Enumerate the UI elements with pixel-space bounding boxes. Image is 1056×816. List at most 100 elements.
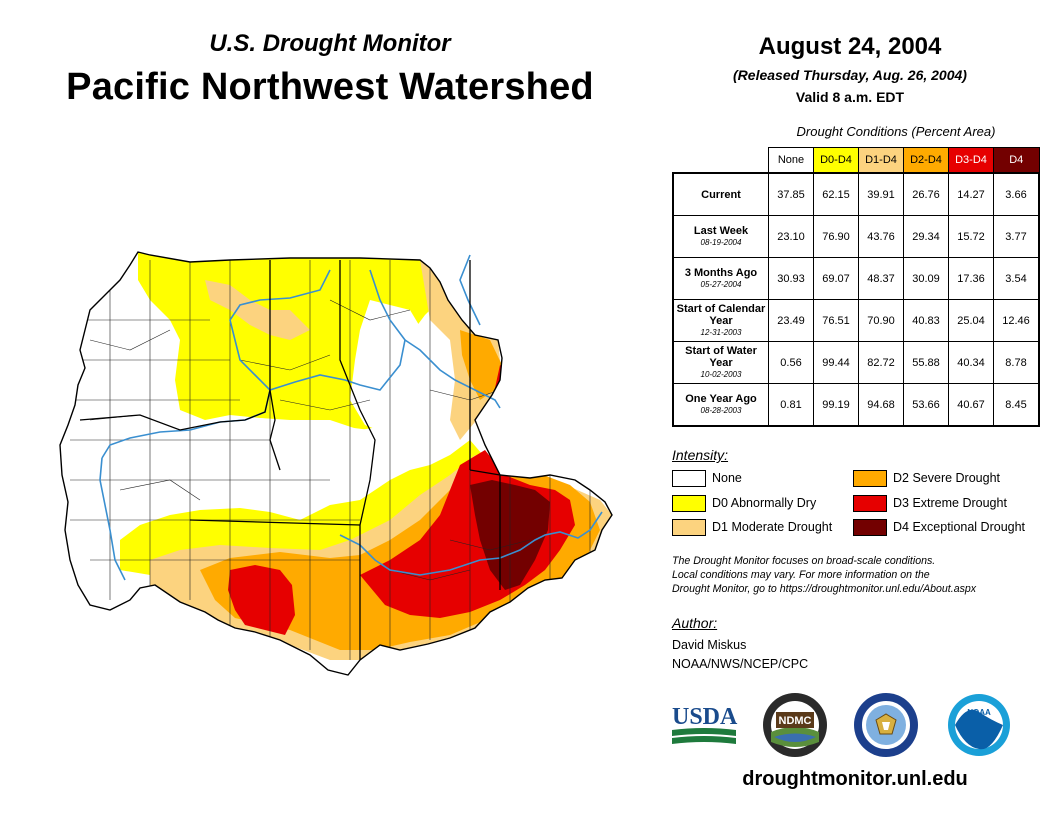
table-cell: 26.76 — [903, 172, 949, 216]
table-cell: 23.49 — [768, 299, 814, 342]
row-label: Last Week — [693, 224, 749, 237]
row-label: One Year Ago — [685, 392, 757, 405]
table-cell: 8.78 — [993, 341, 1040, 384]
table-cell: 17.36 — [948, 257, 994, 300]
author-org: NOAA/NWS/NCEP/CPC — [672, 657, 809, 671]
table-cell: 62.15 — [813, 172, 859, 216]
table-cell: 30.93 — [768, 257, 814, 300]
row-date: 05-27-2004 — [700, 279, 742, 289]
table-row: Last Week 08-19-2004 23.10 76.90 43.76 29… — [672, 215, 1040, 258]
table-cell: 14.27 — [948, 172, 994, 216]
row-header: Start of Calendar Year 12-31-2003 — [672, 299, 769, 342]
row-date: 08-19-2004 — [700, 237, 742, 247]
legend-title: Intensity: — [672, 447, 729, 463]
column-header: D2-D4 — [903, 147, 949, 174]
table-cell: 3.54 — [993, 257, 1040, 300]
table-cell: 82.72 — [858, 341, 904, 384]
legend-label: D0 Abnormally Dry — [712, 496, 817, 510]
column-header: D0-D4 — [813, 147, 859, 174]
table-cell: 40.67 — [948, 383, 994, 427]
column-header: D1-D4 — [858, 147, 904, 174]
legend-item-d2: D2 Severe Drought — [853, 470, 1001, 488]
legend-label: D3 Extreme Drought — [893, 496, 1007, 510]
map-title: Pacific Northwest Watershed — [66, 66, 594, 108]
table-cell: 39.91 — [858, 172, 904, 216]
disclaimer-note: The Drought Monitor focuses on broad-sca… — [672, 554, 1042, 596]
note-line: Local conditions may vary. For more info… — [672, 569, 930, 581]
table-cell: 3.66 — [993, 172, 1040, 216]
table-cell: 37.85 — [768, 172, 814, 216]
row-date: 12-31-2003 — [700, 327, 742, 337]
table-row: One Year Ago 08-28-2003 0.81 99.19 94.68 … — [672, 383, 1040, 427]
valid-time: Valid 8 a.m. EDT — [795, 89, 905, 105]
legend-swatch — [853, 470, 887, 488]
table-cell: 76.51 — [813, 299, 859, 342]
table-cell: 0.81 — [768, 383, 814, 427]
ndmc-logo: NDMC — [763, 693, 827, 757]
table-row: 3 Months Ago 05-27-2004 30.93 69.07 48.37… — [672, 257, 1040, 300]
legend-swatch — [672, 495, 706, 513]
row-header: Current — [672, 172, 769, 216]
table-cell: 29.34 — [903, 215, 949, 258]
table-cell: 25.04 — [948, 299, 994, 342]
map-subtitle: U.S. Drought Monitor — [209, 30, 451, 57]
conditions-table: None D0-D4 D1-D4 D2-D4 D3-D4 D4 Current … — [672, 147, 1040, 427]
author-name: David Miskus — [672, 638, 747, 652]
row-date: 10-02-2003 — [700, 369, 742, 379]
legend-label: D4 Exceptional Drought — [893, 520, 1026, 534]
table-cell: 12.46 — [993, 299, 1040, 342]
legend-item-none: None — [672, 470, 742, 488]
column-header: D3-D4 — [948, 147, 994, 174]
map-date: August 24, 2004 — [758, 33, 942, 60]
table-cell: 99.19 — [813, 383, 859, 427]
drought-map — [59, 251, 613, 676]
row-header: Start of Water Year 10-02-2003 — [672, 341, 769, 384]
table-row: Current 37.85 62.15 39.91 26.76 14.27 3.… — [672, 172, 1040, 216]
table-cell: 30.09 — [903, 257, 949, 300]
row-date: 08-28-2003 — [700, 405, 742, 415]
author-label: Author: — [672, 615, 718, 631]
table-cell: 55.88 — [903, 341, 949, 384]
table-cell: 0.56 — [768, 341, 814, 384]
row-header: One Year Ago 08-28-2003 — [672, 383, 769, 427]
table-cell: 3.77 — [993, 215, 1040, 258]
legend-label: D1 Moderate Drought — [712, 520, 833, 534]
table-cell: 40.83 — [903, 299, 949, 342]
release-date: (Released Thursday, Aug. 26, 2004) — [733, 67, 967, 83]
table-row: Start of Water Year 10-02-2003 0.56 99.44… — [672, 341, 1040, 384]
website-url[interactable]: droughtmonitor.unl.edu — [742, 768, 968, 790]
conditions-table-title: Drought Conditions (Percent Area) — [796, 124, 996, 139]
legend-label: D2 Severe Drought — [893, 471, 1001, 485]
table-cell: 53.66 — [903, 383, 949, 427]
table-cell: 8.45 — [993, 383, 1040, 427]
legend-swatch — [672, 519, 706, 537]
table-cell: 48.37 — [858, 257, 904, 300]
table-corner — [673, 148, 769, 174]
note-line: Drought Monitor, go to https://droughtmo… — [672, 583, 977, 595]
table-cell: 94.68 — [858, 383, 904, 427]
table-cell: 70.90 — [858, 299, 904, 342]
legend-item-d4: D4 Exceptional Drought — [853, 519, 1026, 537]
row-header: 3 Months Ago 05-27-2004 — [672, 257, 769, 300]
row-label: Start of Calendar Year — [676, 302, 766, 327]
table-cell: 99.44 — [813, 341, 859, 384]
row-header: Last Week 08-19-2004 — [672, 215, 769, 258]
table-cell: 15.72 — [948, 215, 994, 258]
table-cell: 76.90 — [813, 215, 859, 258]
legend-swatch — [853, 495, 887, 513]
legend-swatch — [672, 470, 706, 488]
row-label: 3 Months Ago — [684, 266, 758, 279]
usda-logo-text: USDA — [672, 704, 738, 730]
row-label: Start of Water Year — [685, 344, 757, 369]
table-cell: 43.76 — [858, 215, 904, 258]
column-header: D4 — [993, 147, 1040, 174]
drought-regions — [60, 252, 612, 675]
table-cell: 23.10 — [768, 215, 814, 258]
table-cell: 40.34 — [948, 341, 994, 384]
usda-logo: USDA — [672, 704, 738, 744]
legend-label: None — [712, 471, 742, 485]
note-line: The Drought Monitor focuses on broad-sca… — [672, 555, 936, 567]
legend-item-d1: D1 Moderate Drought — [672, 519, 833, 537]
row-label: Current — [701, 188, 741, 201]
rivers — [99, 254, 603, 581]
